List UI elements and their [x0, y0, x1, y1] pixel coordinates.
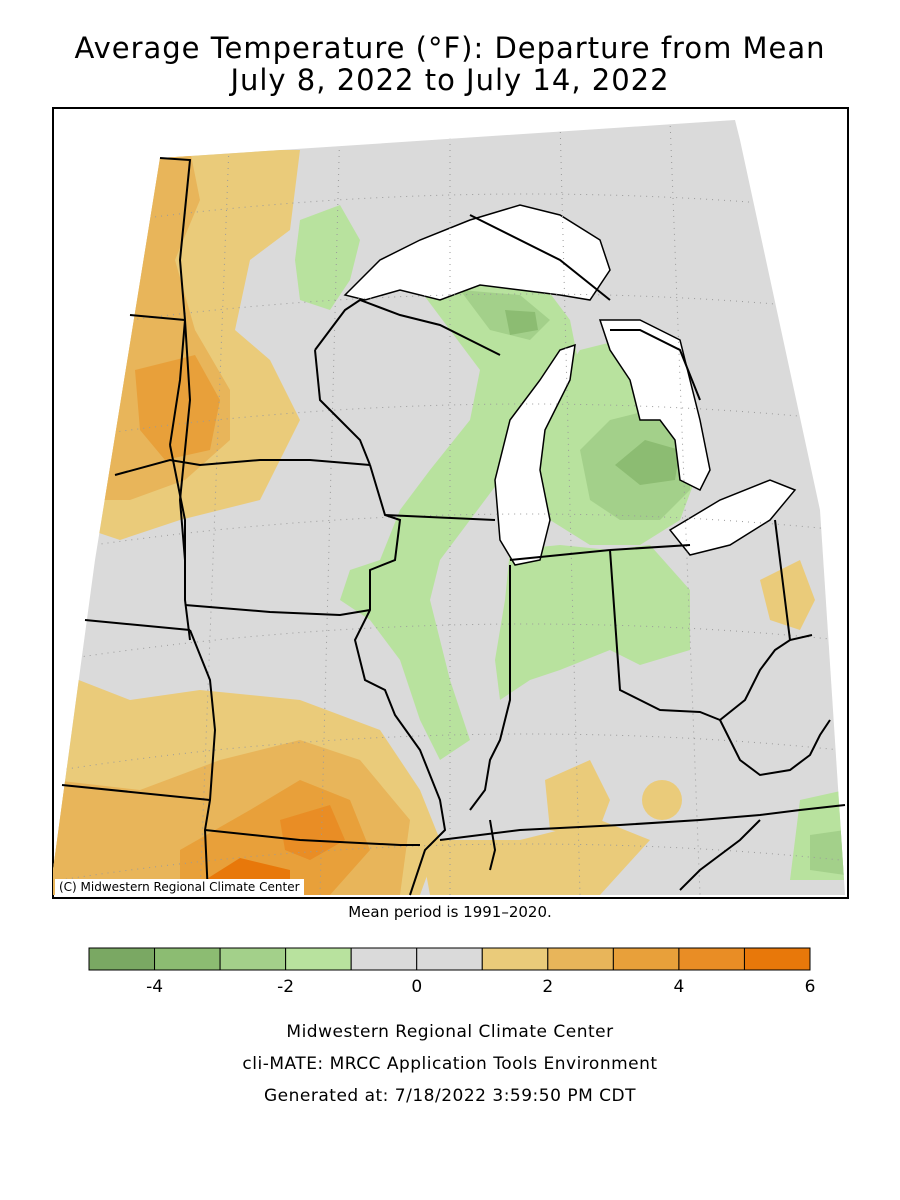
legend-bin — [88, 947, 156, 971]
legend-bin — [219, 947, 287, 971]
cool-region-up-mi-2 — [505, 310, 538, 335]
cool-region-wi-il — [340, 270, 580, 760]
footer-generated: Generated at: 7/18/2022 3:59:50 PM CDT — [264, 1086, 636, 1106]
lake-huron — [598, 319, 711, 492]
legend-bin — [154, 947, 221, 971]
warm-region-east — [760, 560, 815, 630]
legend-bin — [547, 947, 614, 971]
cool-region-east-2 — [810, 830, 845, 875]
legend-bin — [743, 947, 811, 971]
footer-tool: cli-MATE: MRCC Application Tools Environ… — [242, 1054, 658, 1074]
legend-bin — [285, 947, 352, 971]
legend-tick-label: 0 — [411, 977, 422, 997]
warm-region-kentucky-2 — [642, 780, 682, 820]
lake-michigan — [494, 343, 576, 566]
lake-erie — [668, 479, 797, 556]
legend-bin — [350, 947, 418, 971]
warm-region-northwest-3 — [135, 355, 220, 460]
legend-bin — [481, 947, 549, 971]
legend-tick-label: 2 — [542, 977, 553, 997]
legend-tick-label: -2 — [277, 977, 294, 997]
warm-region-kentucky — [545, 760, 610, 840]
map-title: Average Temperature (°F): Departure from… — [74, 31, 826, 65]
map-date-range: July 8, 2022 to July 14, 2022 — [230, 63, 670, 97]
cool-region-lower-mi-3 — [615, 440, 680, 485]
state-borders — [61, 157, 846, 896]
warm-region-southwest-4 — [280, 805, 345, 860]
mean-period-note: Mean period is 1991–2020. — [348, 903, 552, 921]
legend-bins — [88, 947, 811, 971]
legend-ticks: -4 -2 0 2 4 6 — [146, 977, 815, 997]
copyright-label: (C) Midwestern Regional Climate Center — [55, 879, 304, 895]
legend-tick-label: 4 — [673, 977, 684, 997]
lake-superior — [343, 204, 611, 301]
legend-bin — [416, 947, 483, 971]
cool-region-mn — [295, 205, 360, 310]
footer-org: Midwestern Regional Climate Center — [286, 1022, 614, 1042]
legend-bin — [678, 947, 745, 971]
legend-bin — [612, 947, 680, 971]
cool-region-in — [495, 545, 690, 700]
legend-tick-label: -4 — [146, 977, 163, 997]
legend-tick-label: 6 — [805, 977, 816, 997]
